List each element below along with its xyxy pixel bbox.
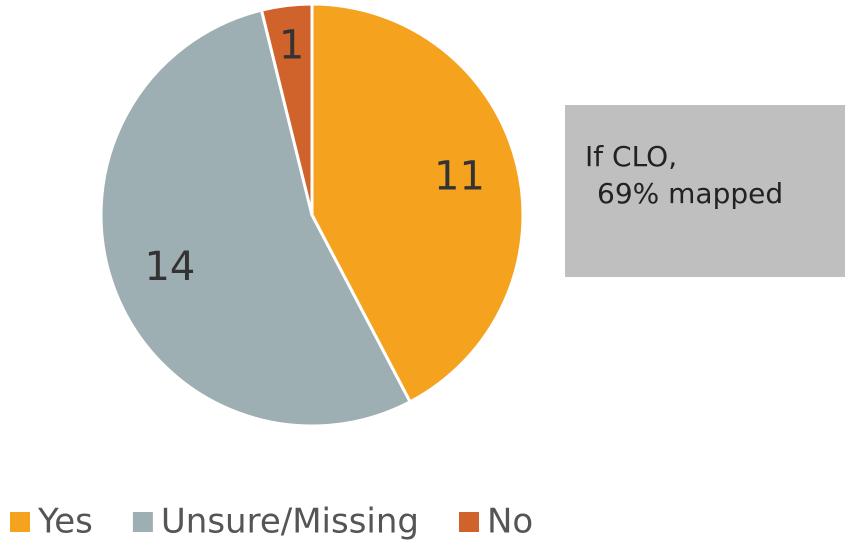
annotation-line: 69% mapped xyxy=(597,177,783,210)
data-label: 14 xyxy=(144,244,195,290)
pie-slice xyxy=(310,2,525,404)
pie-slice xyxy=(99,8,413,428)
annotation-line: If CLO, xyxy=(585,140,677,173)
legend-label: Yes xyxy=(37,502,93,542)
legend-swatch xyxy=(10,512,30,532)
data-label: 1 xyxy=(279,22,304,68)
pie-slice xyxy=(259,2,314,216)
legend-swatch xyxy=(458,512,479,532)
data-label: 11 xyxy=(434,154,485,200)
legend-label: No xyxy=(487,502,533,542)
legend-label: Unsure/Missing xyxy=(161,502,419,542)
legend-swatch xyxy=(132,512,153,532)
annotation-box xyxy=(565,105,845,277)
